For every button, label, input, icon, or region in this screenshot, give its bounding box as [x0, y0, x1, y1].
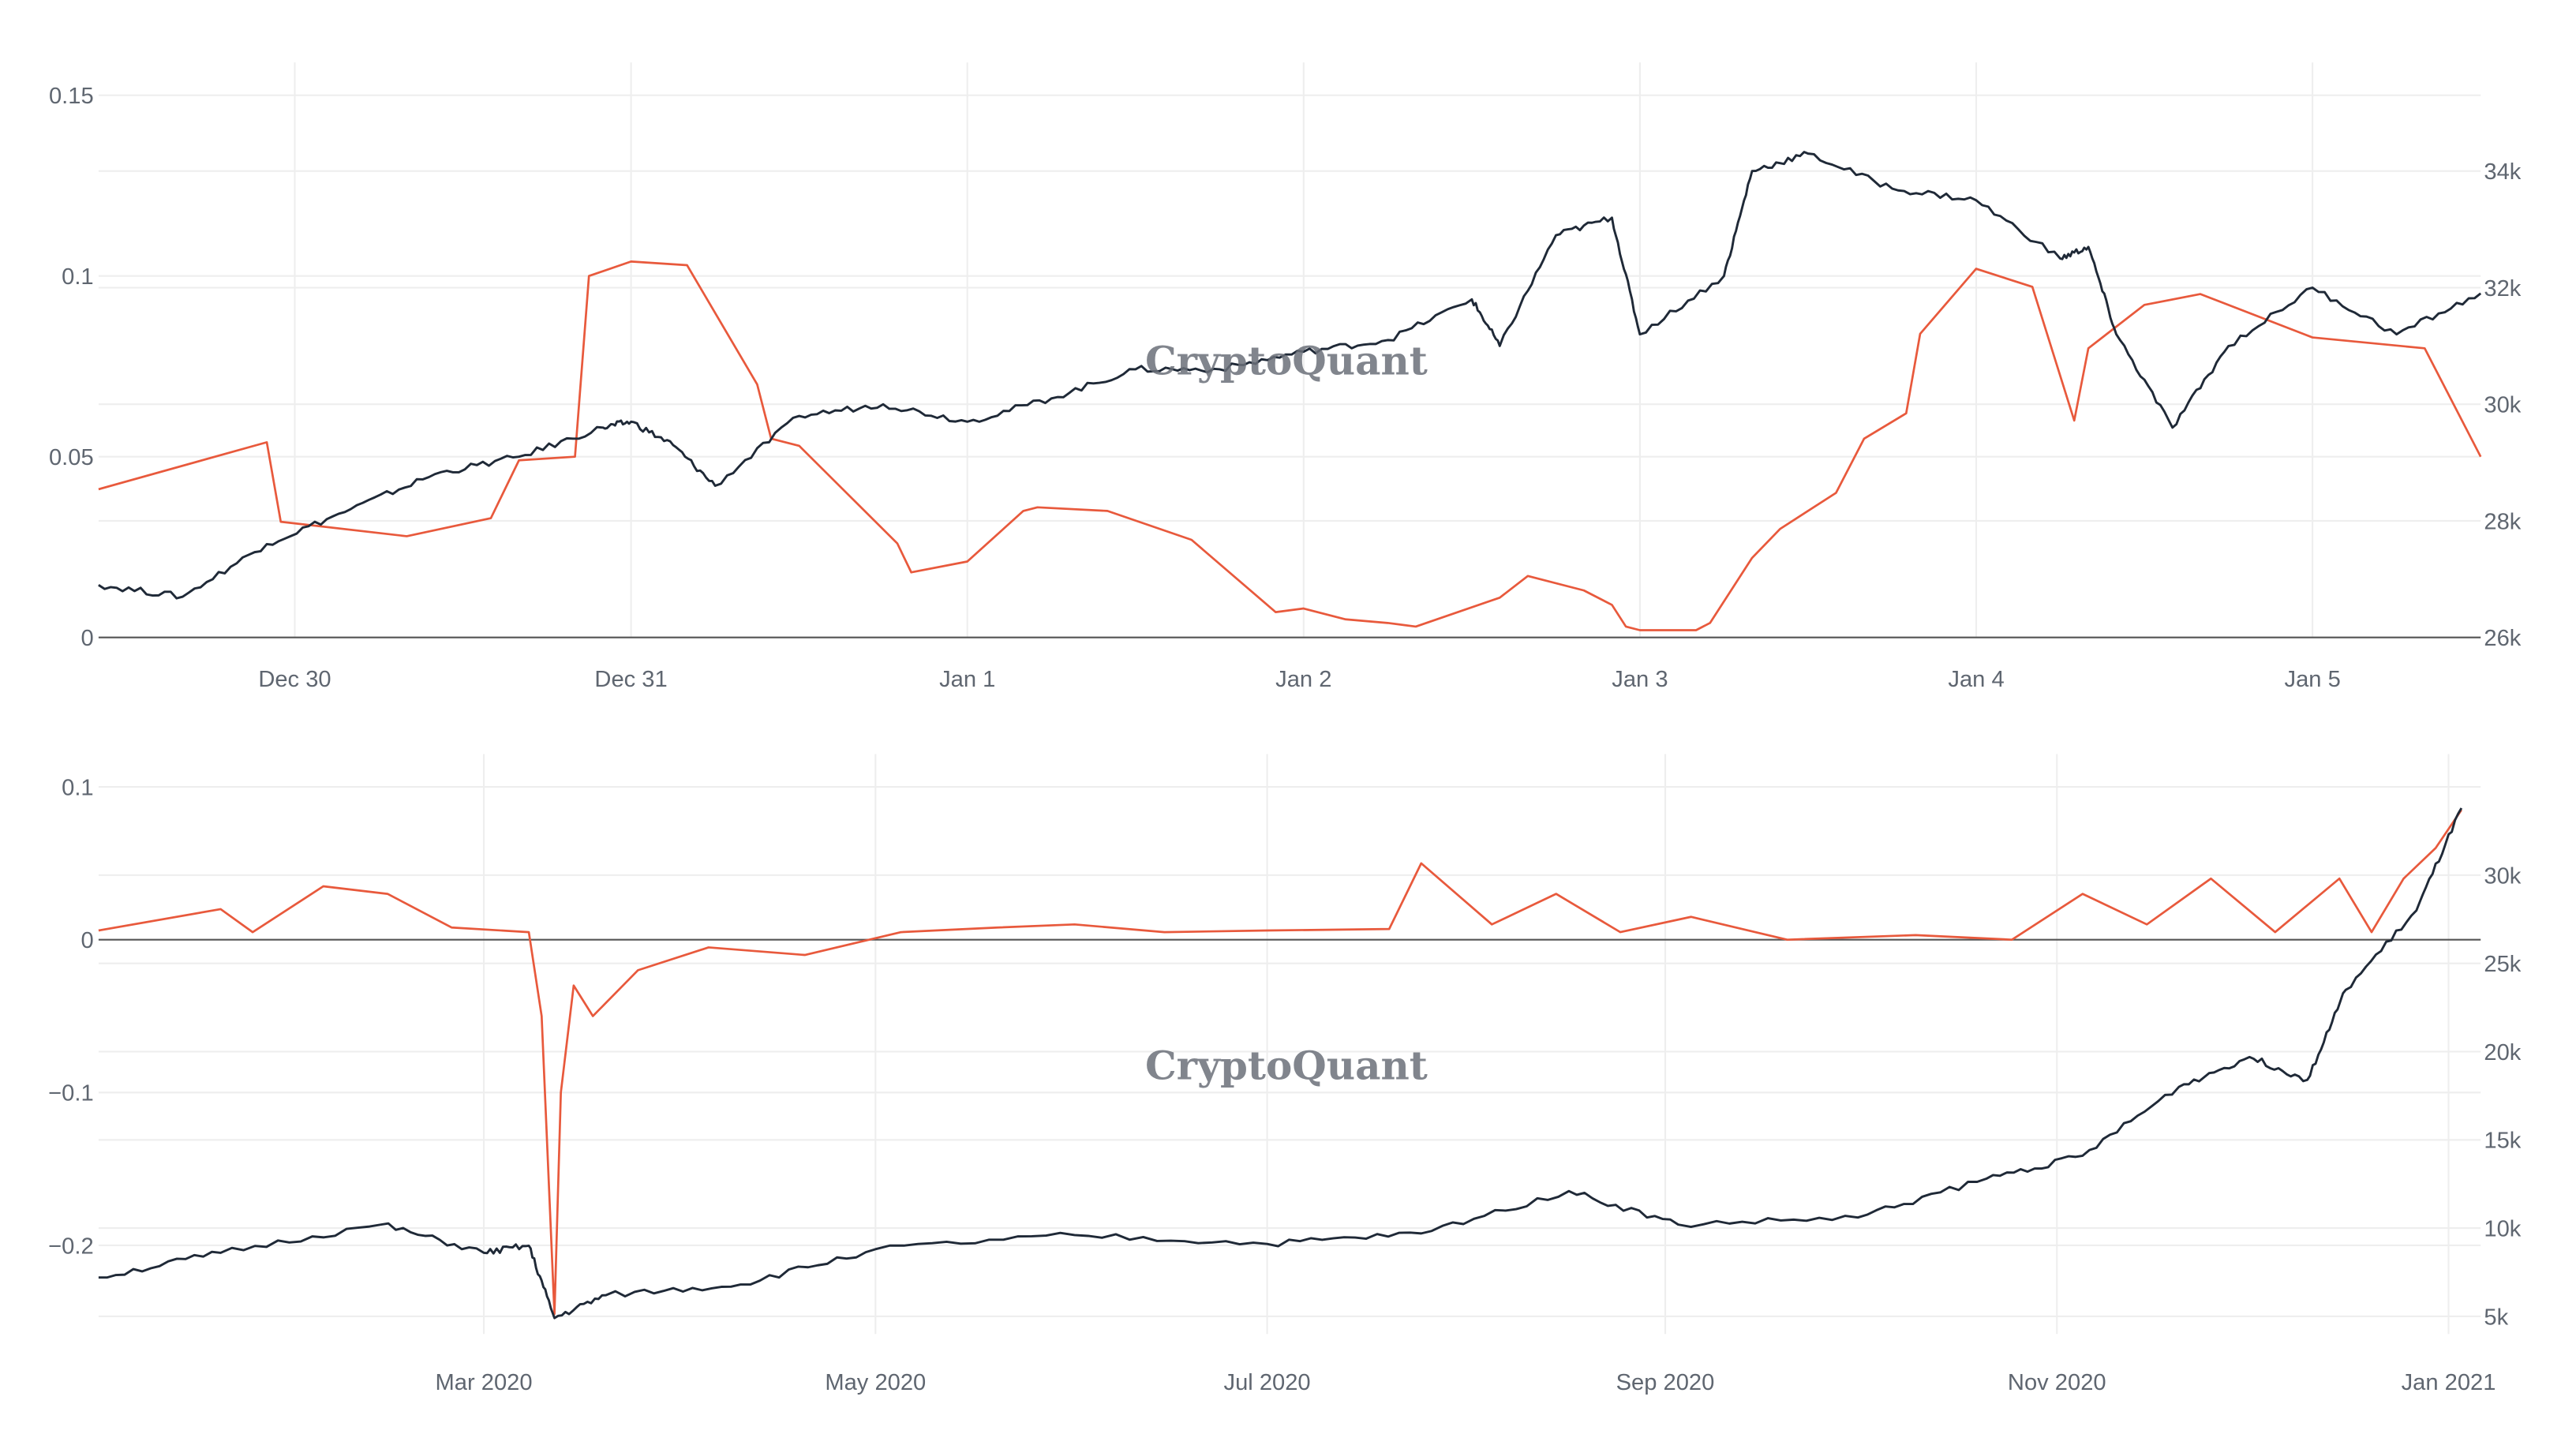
y-right-tick-label: 26k: [2484, 626, 2521, 651]
watermark: CryptoQuant: [1145, 338, 1428, 384]
x-tick-label: Mar 2020: [436, 1370, 533, 1395]
x-tick-label: Jul 2020: [1224, 1370, 1311, 1395]
x-tick-label: Jan 2021: [2402, 1370, 2496, 1395]
intraday-chart: Dec 30 Dec 31 Jan 1 Jan 2 Jan 3 Jan 4 Jan 5 0 0.…: [49, 62, 2522, 692]
y-right-tick-label: 15k: [2484, 1129, 2521, 1154]
y-left-tick-label: 0: [80, 626, 93, 651]
x-tick-label: May 2020: [825, 1370, 926, 1395]
y-right-tick-label: 30k: [2484, 863, 2521, 889]
y-left-tick-label: −0.2: [48, 1234, 94, 1259]
price-series-line: [98, 151, 2482, 600]
ratio-series-line: [98, 809, 2462, 1316]
x-tick-label: Jan 2: [1275, 667, 1331, 692]
y-right-tick-label: 30k: [2484, 393, 2521, 418]
y-right-tick-label: 10k: [2484, 1217, 2521, 1242]
x-tick-label: Jan 5: [2285, 667, 2341, 692]
x-tick-label: Jan 3: [1612, 667, 1668, 692]
x-tick-label: Dec 31: [594, 667, 667, 692]
y-left-tick-label: −0.1: [48, 1081, 94, 1106]
y-left-tick-label: 0.1: [62, 264, 94, 290]
y-left-tick-label: 0: [80, 928, 93, 953]
y-right-tick-label: 20k: [2484, 1040, 2521, 1065]
yearly-chart: Mar 2020 May 2020 Jul 2020 Sep 2020 Nov 2020…: [48, 754, 2522, 1395]
y-left-tick-label: 0.15: [49, 84, 94, 109]
x-tick-label: Nov 2020: [2008, 1370, 2106, 1395]
y-right-tick-label: 25k: [2484, 952, 2521, 977]
y-right-tick-label: 28k: [2484, 509, 2521, 534]
y-right-tick-label: 5k: [2484, 1305, 2508, 1330]
y-left-tick-label: 0.05: [49, 445, 94, 470]
y-left-tick-label: 0.1: [62, 775, 94, 800]
y-right-tick-label: 32k: [2484, 276, 2521, 301]
watermark: CryptoQuant: [1145, 1043, 1428, 1089]
x-tick-label: Jan 4: [1948, 667, 2004, 692]
y-right-tick-label: 34k: [2484, 159, 2521, 185]
x-tick-label: Sep 2020: [1616, 1370, 1715, 1395]
price-series-line: [98, 807, 2463, 1320]
ratio-series-line: [98, 260, 2482, 631]
x-tick-label: Jan 1: [939, 667, 995, 692]
x-tick-label: Dec 30: [258, 667, 331, 692]
